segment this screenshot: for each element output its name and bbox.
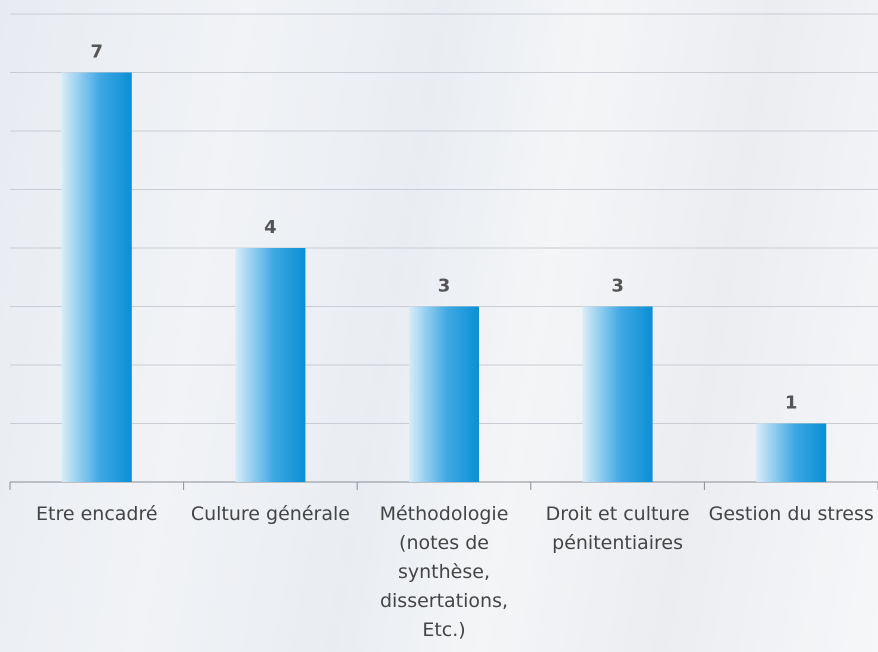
bar: [61, 72, 132, 482]
value-label: 3: [611, 276, 624, 297]
bar: [409, 306, 479, 482]
value-label: 1: [785, 393, 798, 414]
bar: [582, 306, 653, 482]
value-label: 3: [438, 276, 451, 297]
value-label: 4: [264, 217, 277, 238]
value-label: 7: [91, 42, 104, 63]
x-tick-label: Droit et culture pénitentiaires: [545, 503, 690, 554]
x-tick-label: Culture générale: [190, 503, 350, 525]
x-tick-label: Gestion du stress: [708, 503, 874, 525]
x-tick-label: Etre encadré: [36, 503, 158, 525]
bar: [235, 248, 306, 482]
bar: [756, 423, 827, 482]
x-tick-label: Méthodologie (notes de synthèse, dissert…: [379, 503, 509, 641]
